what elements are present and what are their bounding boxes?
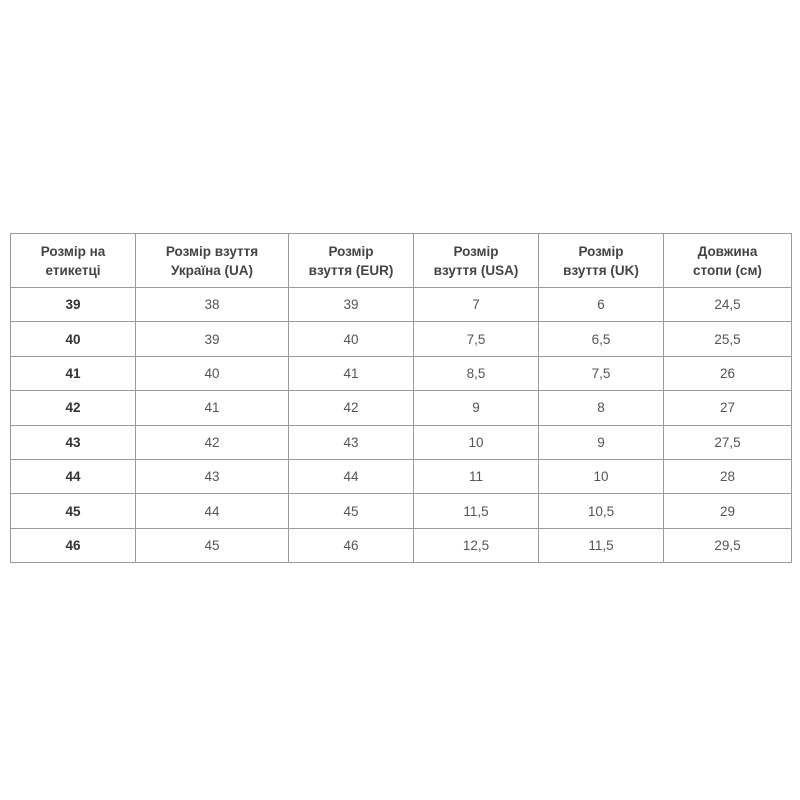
table-row: 40 39 40 7,5 6,5 25,5 xyxy=(10,321,792,357)
table-cell: 10 xyxy=(538,458,664,495)
header-row: Розмір на етикетці Розмір взуття Україна (U… xyxy=(10,233,792,288)
table-cell: 40 xyxy=(288,321,414,357)
table-cell: 10,5 xyxy=(538,493,664,529)
table-cell: 29,5 xyxy=(663,527,792,564)
table-cell: 7,5 xyxy=(538,355,664,392)
table-cell: 46 xyxy=(10,527,136,564)
table-row: 39 38 39 7 6 24,5 xyxy=(10,286,792,323)
table-row: 45 44 45 11,5 10,5 29 xyxy=(10,493,792,529)
table-cell: 45 xyxy=(135,527,289,564)
table-cell: 29 xyxy=(663,493,792,529)
table-cell: 39 xyxy=(10,286,136,323)
table-cell: 9 xyxy=(413,390,539,426)
table-row: 42 41 42 9 8 27 xyxy=(10,390,792,426)
header-line: Розмір xyxy=(453,243,499,259)
header-line: Розмір xyxy=(328,243,374,259)
table-cell: 6 xyxy=(538,286,664,323)
table-cell: 46 xyxy=(288,527,414,564)
column-header: Розмір взуття Україна (UA) xyxy=(135,233,289,288)
table-cell: 12,5 xyxy=(413,527,539,564)
table-cell: 45 xyxy=(288,493,414,529)
table-cell: 7,5 xyxy=(413,321,539,357)
table-row: 41 40 41 8,5 7,5 26 xyxy=(10,355,792,392)
table-cell: 11,5 xyxy=(538,527,664,564)
table-cell: 8 xyxy=(538,390,664,426)
table-cell: 11,5 xyxy=(413,493,539,529)
table-cell: 26 xyxy=(663,355,792,392)
table-cell: 45 xyxy=(10,493,136,529)
header-line: Розмір взуття xyxy=(165,243,259,259)
size-chart-table: Розмір на етикетці Розмір взуття Україна (U… xyxy=(10,233,792,564)
table-cell: 42 xyxy=(288,390,414,426)
table-cell: 43 xyxy=(135,458,289,495)
table-cell: 24,5 xyxy=(663,286,792,323)
table-row: 44 43 44 11 10 28 xyxy=(10,458,792,495)
column-header: Розмір взуття (EUR) xyxy=(288,233,414,288)
header-line: Розмір xyxy=(578,243,624,259)
header-line: Розмір на xyxy=(40,243,106,259)
table-cell: 42 xyxy=(10,390,136,426)
table-cell: 27,5 xyxy=(663,424,792,460)
table-cell: 40 xyxy=(10,321,136,357)
header-line: Україна (UA) xyxy=(170,262,254,278)
header-line: етикетці xyxy=(45,262,101,278)
header-line: взуття (UK) xyxy=(563,262,639,278)
table-cell: 39 xyxy=(288,286,414,323)
table-cell: 42 xyxy=(135,424,289,460)
column-header: Розмір на етикетці xyxy=(10,233,136,288)
column-header: Довжина стопи (см) xyxy=(663,233,792,288)
table-cell: 41 xyxy=(10,355,136,392)
table-cell: 10 xyxy=(413,424,539,460)
header-line: Довжина xyxy=(697,243,758,259)
table-cell: 44 xyxy=(288,458,414,495)
column-header: Розмір взуття (UK) xyxy=(538,233,664,288)
table-cell: 27 xyxy=(663,390,792,426)
table-cell: 43 xyxy=(10,424,136,460)
table-cell: 44 xyxy=(10,458,136,495)
table-cell: 6,5 xyxy=(538,321,664,357)
table-cell: 44 xyxy=(135,493,289,529)
table-cell: 7 xyxy=(413,286,539,323)
table-cell: 43 xyxy=(288,424,414,460)
table-cell: 28 xyxy=(663,458,792,495)
table-cell: 11 xyxy=(413,458,539,495)
column-header: Розмір взуття (USA) xyxy=(413,233,539,288)
header-line: взуття (EUR) xyxy=(308,262,394,278)
table-row: 43 42 43 10 9 27,5 xyxy=(10,424,792,460)
table-cell: 39 xyxy=(135,321,289,357)
table-cell: 41 xyxy=(135,390,289,426)
table-cell: 9 xyxy=(538,424,664,460)
header-line: взуття (USA) xyxy=(433,262,519,278)
table-cell: 38 xyxy=(135,286,289,323)
table-row: 46 45 46 12,5 11,5 29,5 xyxy=(10,527,792,564)
table-cell: 25,5 xyxy=(663,321,792,357)
table-cell: 41 xyxy=(288,355,414,392)
table-cell: 8,5 xyxy=(413,355,539,392)
header-line: стопи (см) xyxy=(693,262,762,278)
table-cell: 40 xyxy=(135,355,289,392)
